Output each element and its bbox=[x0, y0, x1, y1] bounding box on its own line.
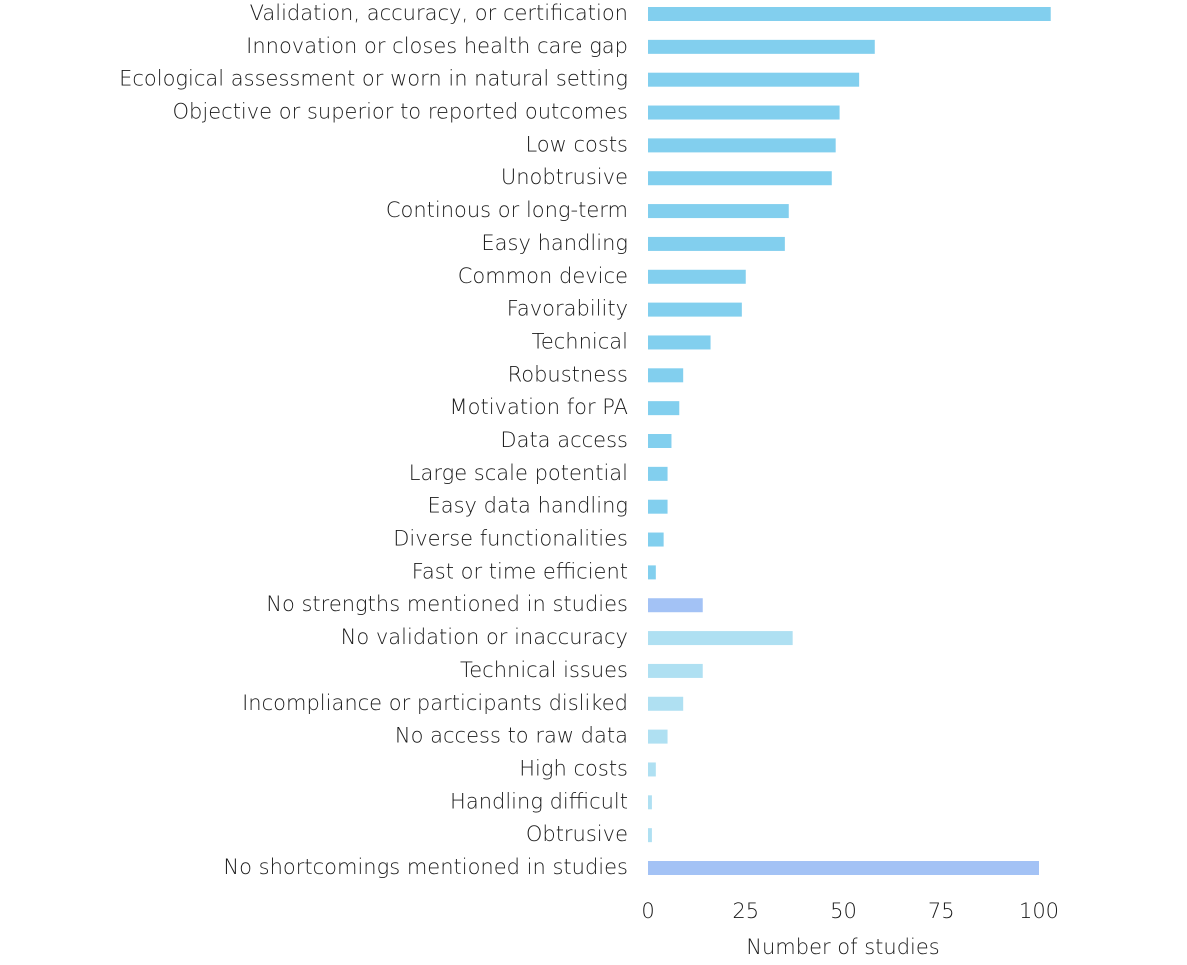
bar bbox=[648, 335, 711, 350]
bar bbox=[648, 7, 1051, 21]
y-tick-label: Innovation or closes health care gap bbox=[246, 34, 628, 58]
bar bbox=[648, 39, 875, 54]
y-tick-label: Common device bbox=[458, 264, 628, 288]
bar bbox=[648, 499, 668, 514]
x-tick-label: 100 bbox=[1019, 899, 1059, 923]
bar bbox=[648, 598, 703, 613]
bar bbox=[648, 466, 668, 481]
y-tick-label: No validation or inaccuracy bbox=[341, 625, 628, 649]
y-tick-label: No strengths mentioned in studies bbox=[266, 592, 628, 616]
y-tick-label: Technical issues bbox=[460, 658, 628, 682]
x-tick-label: 50 bbox=[830, 899, 857, 923]
bar bbox=[648, 663, 703, 678]
y-tick-label: Motivation for PA bbox=[450, 395, 628, 419]
y-tick-label: Handling difficult bbox=[450, 789, 628, 813]
y-tick-label: Ecological assessment or worn in natural… bbox=[119, 67, 628, 91]
y-tick-label: No shortcomings mentioned in studies bbox=[223, 855, 628, 879]
bar bbox=[648, 434, 672, 448]
y-tick-label: Easy handling bbox=[481, 231, 628, 255]
x-tick-label: 25 bbox=[732, 899, 759, 923]
y-tick-label: Robustness bbox=[508, 362, 628, 386]
y-tick-label: Low costs bbox=[525, 132, 628, 156]
y-tick-label: Unobtrusive bbox=[501, 165, 628, 189]
y-tick-label: Validation, accuracy, or certification bbox=[250, 1, 628, 25]
x-tick-label: 0 bbox=[641, 899, 654, 923]
bar bbox=[648, 631, 793, 646]
bar bbox=[648, 72, 860, 87]
bar bbox=[648, 269, 746, 284]
y-tick-label: No access to raw data bbox=[395, 724, 628, 748]
bar bbox=[648, 105, 840, 120]
y-tick-label: Easy data handling bbox=[427, 494, 628, 518]
y-tick-label: Large scale potential bbox=[409, 461, 628, 485]
bar bbox=[648, 236, 785, 251]
bar bbox=[648, 302, 742, 317]
bar bbox=[648, 401, 680, 416]
y-tick-label: Data access bbox=[500, 428, 628, 452]
bar bbox=[648, 368, 684, 383]
bar bbox=[648, 696, 684, 711]
bar bbox=[648, 762, 656, 777]
bar bbox=[648, 138, 836, 153]
bar bbox=[648, 532, 664, 547]
bar bbox=[648, 171, 832, 186]
y-tick-label: Favorability bbox=[507, 297, 628, 321]
bar bbox=[648, 204, 789, 219]
x-axis-label: Number of studies bbox=[746, 935, 939, 959]
y-tick-label: Diverse functionalities bbox=[393, 527, 628, 551]
y-tick-label: Fast or time efficient bbox=[412, 559, 628, 583]
bar bbox=[648, 565, 656, 580]
y-tick-label: Incompliance or participants disliked bbox=[242, 691, 628, 715]
y-tick-label: Objective or superior to reported outcom… bbox=[173, 100, 628, 124]
bar bbox=[648, 729, 668, 744]
y-tick-label: Obtrusive bbox=[526, 822, 628, 846]
y-tick-label: Continous or long-term bbox=[386, 198, 628, 222]
x-tick-label: 75 bbox=[928, 899, 955, 923]
y-tick-label: High costs bbox=[519, 756, 628, 780]
y-tick-label: Technical bbox=[532, 329, 628, 353]
bar bbox=[648, 828, 652, 843]
bar bbox=[648, 795, 652, 810]
bar bbox=[648, 861, 1039, 875]
